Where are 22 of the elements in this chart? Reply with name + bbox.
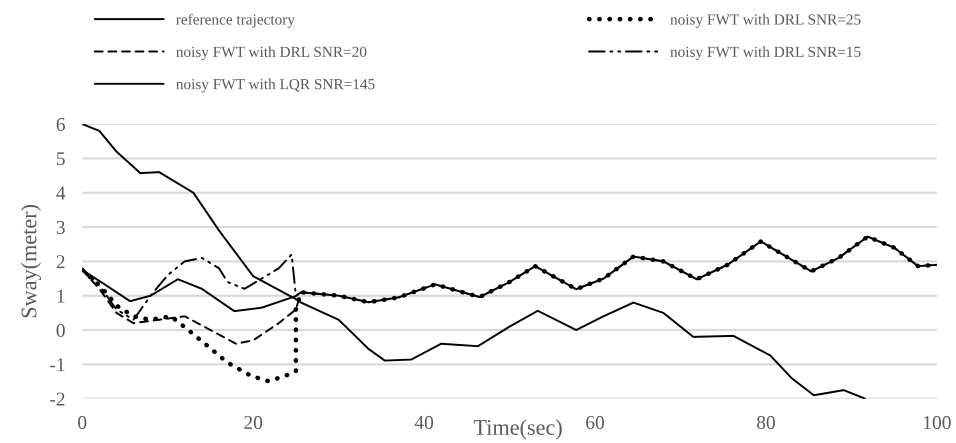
legend-label: noisy FWT with DRL SNR=15	[670, 46, 861, 60]
y-tick-label: -1	[50, 358, 64, 372]
x-tick-label: 100	[924, 416, 951, 430]
legend-label: reference trajectory	[176, 14, 295, 28]
x-tick-label: 60	[586, 416, 604, 430]
legend-label: noisy FWT with DRL SNR=20	[176, 46, 366, 60]
y-tick-label: 5	[56, 152, 65, 166]
x-tick-label: 40	[414, 416, 434, 430]
y-tick-label: 1	[58, 290, 64, 302]
legend-label: noisy FWT with LQR SNR=145	[176, 78, 375, 92]
y-tick-label: 4	[56, 186, 66, 200]
x-tick-label: 20	[244, 416, 262, 430]
y-tick-label: 2	[56, 255, 64, 268]
y-tick-label: 6	[56, 118, 65, 131]
x-axis-title: Time(sec)	[474, 419, 562, 440]
x-tick-label: 80	[756, 416, 775, 430]
x-tick-label: 0	[78, 416, 86, 430]
legend-label: noisy FWT with DRL SNR=25	[670, 14, 861, 28]
y-axis-title: Sway(meter)	[20, 204, 42, 318]
y-tick-label: -2	[50, 392, 64, 406]
y-tick-label: 0	[56, 324, 65, 337]
y-tick-label: 3	[56, 220, 65, 234]
